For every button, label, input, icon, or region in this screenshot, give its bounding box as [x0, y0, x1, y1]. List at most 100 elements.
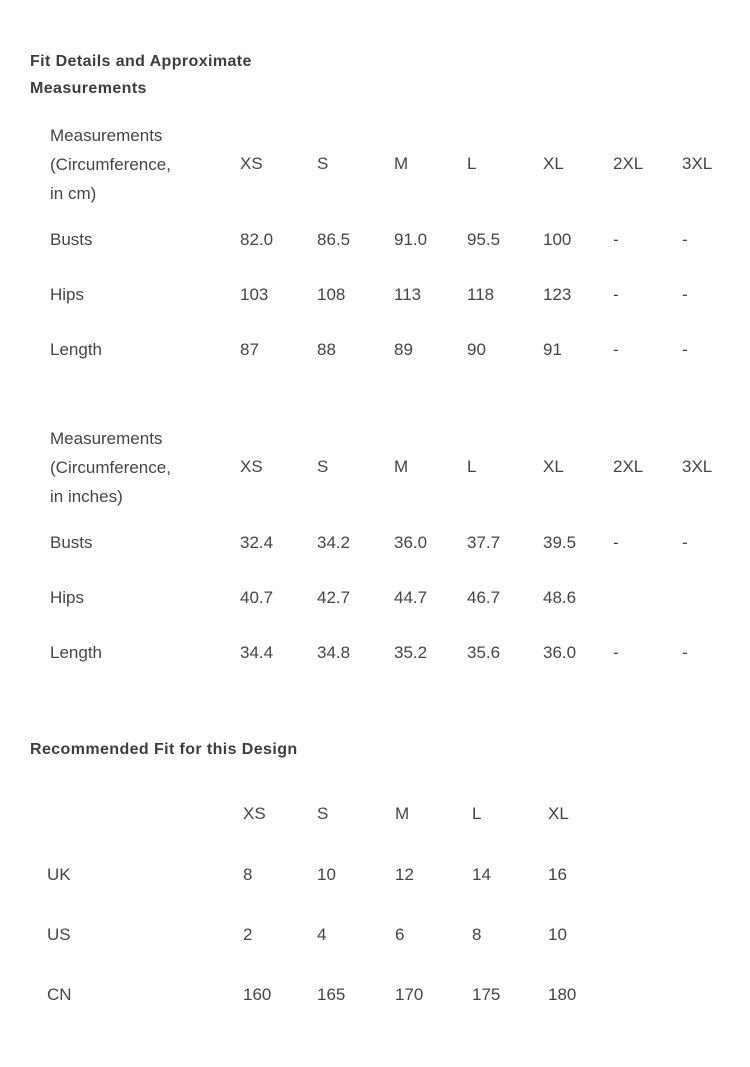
size-value-cell: 8 [472, 925, 482, 944]
size-value-cell: 8 [243, 865, 253, 884]
measurement-cell: 108 [317, 284, 346, 304]
measurement-cell: 113 [394, 284, 422, 304]
size-value-cell: 160 [243, 985, 272, 1004]
size-value-cell: 16 [548, 865, 567, 884]
size-header-2xl: 2XL [613, 154, 644, 173]
size-value-cell: 10 [548, 925, 567, 944]
table-row-hips-inches: Hips 40.7 42.7 44.7 46.7 48.6 [50, 570, 748, 625]
measurement-cell: 123 [543, 284, 572, 304]
measurement-cell: 88 [317, 339, 336, 359]
size-value-cell: 6 [395, 925, 405, 944]
measurement-cell [613, 570, 682, 625]
measurement-cell: 34.2 [317, 532, 351, 552]
recommended-fit-table: XS S M L XL UK 8 10 12 14 16 US 2 4 6 8 … [47, 783, 747, 1025]
measurement-cell [682, 570, 748, 625]
size-value-cell: 175 [472, 985, 501, 1004]
measurement-cell: - [682, 339, 688, 359]
measurement-cell: 48.6 [543, 587, 577, 607]
size-header-s: S [317, 804, 329, 823]
size-value-cell: 165 [317, 985, 346, 1004]
recommended-fit-heading: Recommended Fit for this Design [30, 741, 298, 758]
size-header-l: L [472, 804, 482, 823]
row-label: Hips [50, 587, 85, 607]
measurement-cell: 91 [543, 339, 562, 359]
measurement-cell: 87 [240, 339, 259, 359]
table-row-hips-cm: Hips 103 108 113 118 123 - - [50, 267, 748, 322]
measurement-cell: 36.0 [394, 532, 428, 552]
measurement-cell: - [682, 532, 688, 552]
measurements-cm-header-label: Measurements (Circumference, in cm) [50, 125, 171, 203]
row-label: US [47, 925, 71, 944]
measurement-cell: 46.7 [467, 587, 501, 607]
measurement-cell: 35.6 [467, 642, 501, 662]
measurement-cell: 34.8 [317, 642, 351, 662]
measurement-cell: 44.7 [394, 587, 428, 607]
measurements-inches-header-label: Measurements (Circumference, in inches) [50, 428, 171, 506]
size-header-l: L [467, 154, 477, 173]
size-header-xs: XS [243, 804, 266, 823]
size-value-cell: 14 [472, 865, 491, 884]
row-label: CN [47, 985, 72, 1004]
fit-details-heading: Fit Details and Approximate Measurements [30, 53, 252, 97]
table-header-row: XS S M L XL [47, 783, 747, 845]
row-label: Length [50, 642, 102, 662]
measurement-cell: 89 [394, 339, 413, 359]
row-label: Length [50, 339, 102, 359]
size-header-xl: XL [543, 154, 564, 173]
measurement-cell: 39.5 [543, 532, 577, 552]
table-header-row: Measurements (Circumference, in inches) … [50, 419, 748, 515]
measurement-cell: 34.4 [240, 642, 274, 662]
measurement-cell: 37.7 [467, 532, 501, 552]
table-row-busts-cm: Busts 82.0 86.5 91.0 95.5 100 - - [50, 212, 748, 267]
table-row-uk: UK 8 10 12 14 16 [47, 845, 747, 905]
size-value-cell: 180 [548, 985, 577, 1004]
table-row-cn: CN 160 165 170 175 180 [47, 965, 747, 1025]
table-row-length-cm: Length 87 88 89 90 91 - - [50, 322, 748, 377]
measurement-cell: 86.5 [317, 229, 351, 249]
size-value-cell: 2 [243, 925, 253, 944]
measurement-cell: - [682, 642, 688, 662]
measurement-cell: - [613, 284, 619, 304]
measurements-inches-table: Measurements (Circumference, in inches) … [50, 419, 748, 680]
measurement-cell: 91.0 [394, 229, 428, 249]
measurement-cell: 95.5 [467, 229, 501, 249]
size-header-2xl: 2XL [613, 457, 644, 476]
measurement-cell: - [613, 642, 619, 662]
size-header-xl: XL [548, 804, 569, 823]
measurement-cell: - [613, 229, 619, 249]
measurement-cell: - [613, 339, 619, 359]
measurement-cell: - [682, 284, 688, 304]
size-header-s: S [317, 154, 329, 173]
measurement-cell: 82.0 [240, 229, 274, 249]
size-header-xs: XS [240, 154, 263, 173]
measurement-cell: 42.7 [317, 587, 351, 607]
empty-header-cell [47, 783, 243, 845]
measurement-cell: 103 [240, 284, 269, 304]
measurements-cm-table: Measurements (Circumference, in cm) XS S… [50, 116, 748, 377]
size-header-3xl: 3XL [682, 457, 713, 476]
fit-details-section: Fit Details and Approximate Measurements… [30, 53, 748, 1025]
measurement-cell: 40.7 [240, 587, 274, 607]
measurement-cell: 32.4 [240, 532, 274, 552]
measurement-cell: 35.2 [394, 642, 428, 662]
table-row-length-inches: Length 34.4 34.8 35.2 35.6 36.0 - - [50, 625, 748, 680]
measurement-cell: 36.0 [543, 642, 577, 662]
table-row-us: US 2 4 6 8 10 [47, 905, 747, 965]
size-header-l: L [467, 457, 477, 476]
size-value-cell: 10 [317, 865, 336, 884]
size-value-cell: 12 [395, 865, 414, 884]
row-label: Hips [50, 284, 85, 304]
table-header-row: Measurements (Circumference, in cm) XS S… [50, 116, 748, 212]
size-header-m: M [394, 154, 409, 173]
size-header-xs: XS [240, 457, 263, 476]
size-value-cell: 4 [317, 925, 327, 944]
measurement-cell: - [613, 532, 619, 552]
size-header-xl: XL [543, 457, 564, 476]
measurement-cell: 100 [543, 229, 572, 249]
size-header-s: S [317, 457, 329, 476]
table-row-busts-inches: Busts 32.4 34.2 36.0 37.7 39.5 - - [50, 515, 748, 570]
size-header-m: M [394, 457, 409, 476]
measurement-cell: 118 [467, 284, 495, 304]
measurement-cell: 90 [467, 339, 486, 359]
size-value-cell: 170 [395, 985, 424, 1004]
